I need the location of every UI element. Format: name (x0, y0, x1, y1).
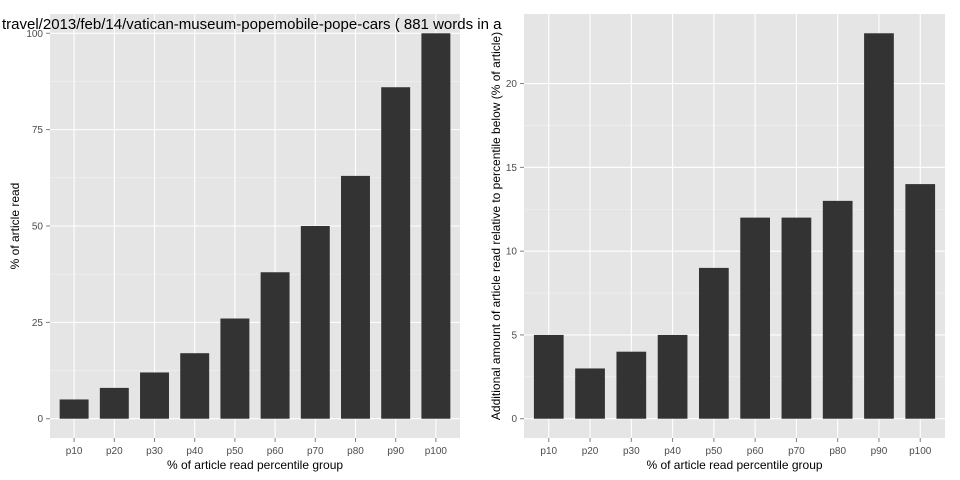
right-x-tick-label: p20 (582, 446, 599, 457)
left-y-tick-label: 50 (32, 222, 44, 233)
left-x-tick-label: p90 (387, 446, 404, 457)
left-x-tick-label: p50 (227, 446, 244, 457)
right-x-tick-label: p40 (664, 446, 681, 457)
left-y-tick-label: 100 (26, 29, 43, 40)
left-bar-p90 (381, 87, 411, 419)
left-x-tick-label: p70 (307, 446, 324, 457)
right-bar-p10 (533, 334, 564, 419)
right-bar-p90 (864, 33, 894, 419)
left-bar-p60 (260, 272, 290, 419)
right-bar-p30 (616, 351, 647, 419)
right-y-tick-label: 15 (506, 163, 518, 174)
left-x-tick-label: p10 (66, 446, 83, 457)
left-bar-p40 (180, 353, 210, 419)
right-y-tick-label: 10 (506, 247, 518, 258)
right-y-tick-label: 5 (511, 330, 517, 341)
right-bar-p70 (781, 217, 812, 419)
left-x-axis-title: % of article read percentile group (167, 458, 343, 472)
left-chart-panel: 0 25 50 75 100 p10 p20 p30 p40 p50 p60 p70 p80 p90 p10… (8, 14, 460, 472)
right-x-tick-label: p30 (623, 446, 640, 457)
right-x-tick-label: p80 (829, 446, 846, 457)
left-y-tick-label: 25 (32, 318, 44, 329)
left-bar-p100 (421, 33, 451, 419)
left-x-tick-label: p80 (347, 446, 364, 457)
right-y-tick-label: 0 (511, 414, 517, 425)
right-x-tick-label: p50 (706, 446, 723, 457)
left-y-tick-label: 0 (37, 414, 43, 425)
left-x-tick-label: p40 (186, 446, 203, 457)
left-bar-p70 (300, 226, 330, 419)
right-bar-p40 (657, 334, 688, 419)
right-y-tick-label: 20 (506, 79, 518, 90)
left-x-tick-label: p30 (146, 446, 163, 457)
right-chart-panel: 0 5 10 15 20 p10 p20 p30 p40 p50 p60 p70 p80 p90 p100%… (489, 14, 945, 472)
right-x-tick-label: p70 (788, 446, 805, 457)
right-x-axis-title: % of article read percentile group (646, 458, 822, 472)
right-bar-p50 (699, 267, 729, 419)
left-x-tick-label: p100 (425, 446, 448, 457)
left-y-axis-title: % of article read (8, 183, 22, 270)
right-x-tick-label: p10 (540, 446, 557, 457)
right-bar-p100 (905, 184, 936, 419)
right-x-tick-label: p90 (871, 446, 888, 457)
left-bar-p30 (140, 372, 169, 419)
page-title: travel/2013/feb/14/vatican-museum-popemo… (2, 16, 502, 33)
left-y-tick-label: 75 (32, 125, 44, 136)
right-bar-p60 (740, 217, 770, 419)
left-x-tick-label: p20 (106, 446, 123, 457)
right-x-tick-label: p60 (747, 446, 764, 457)
right-bar-p80 (822, 200, 853, 419)
left-bar-p50 (220, 318, 250, 419)
right-y-axis-title: Additional amount of article read relati… (489, 32, 503, 420)
left-bar-p80 (341, 175, 370, 419)
left-bar-p10 (59, 399, 89, 419)
right-x-tick-label: p100 (909, 446, 932, 457)
left-x-tick-label: p60 (267, 446, 284, 457)
right-bar-p20 (575, 368, 605, 419)
left-bar-p20 (99, 387, 129, 419)
